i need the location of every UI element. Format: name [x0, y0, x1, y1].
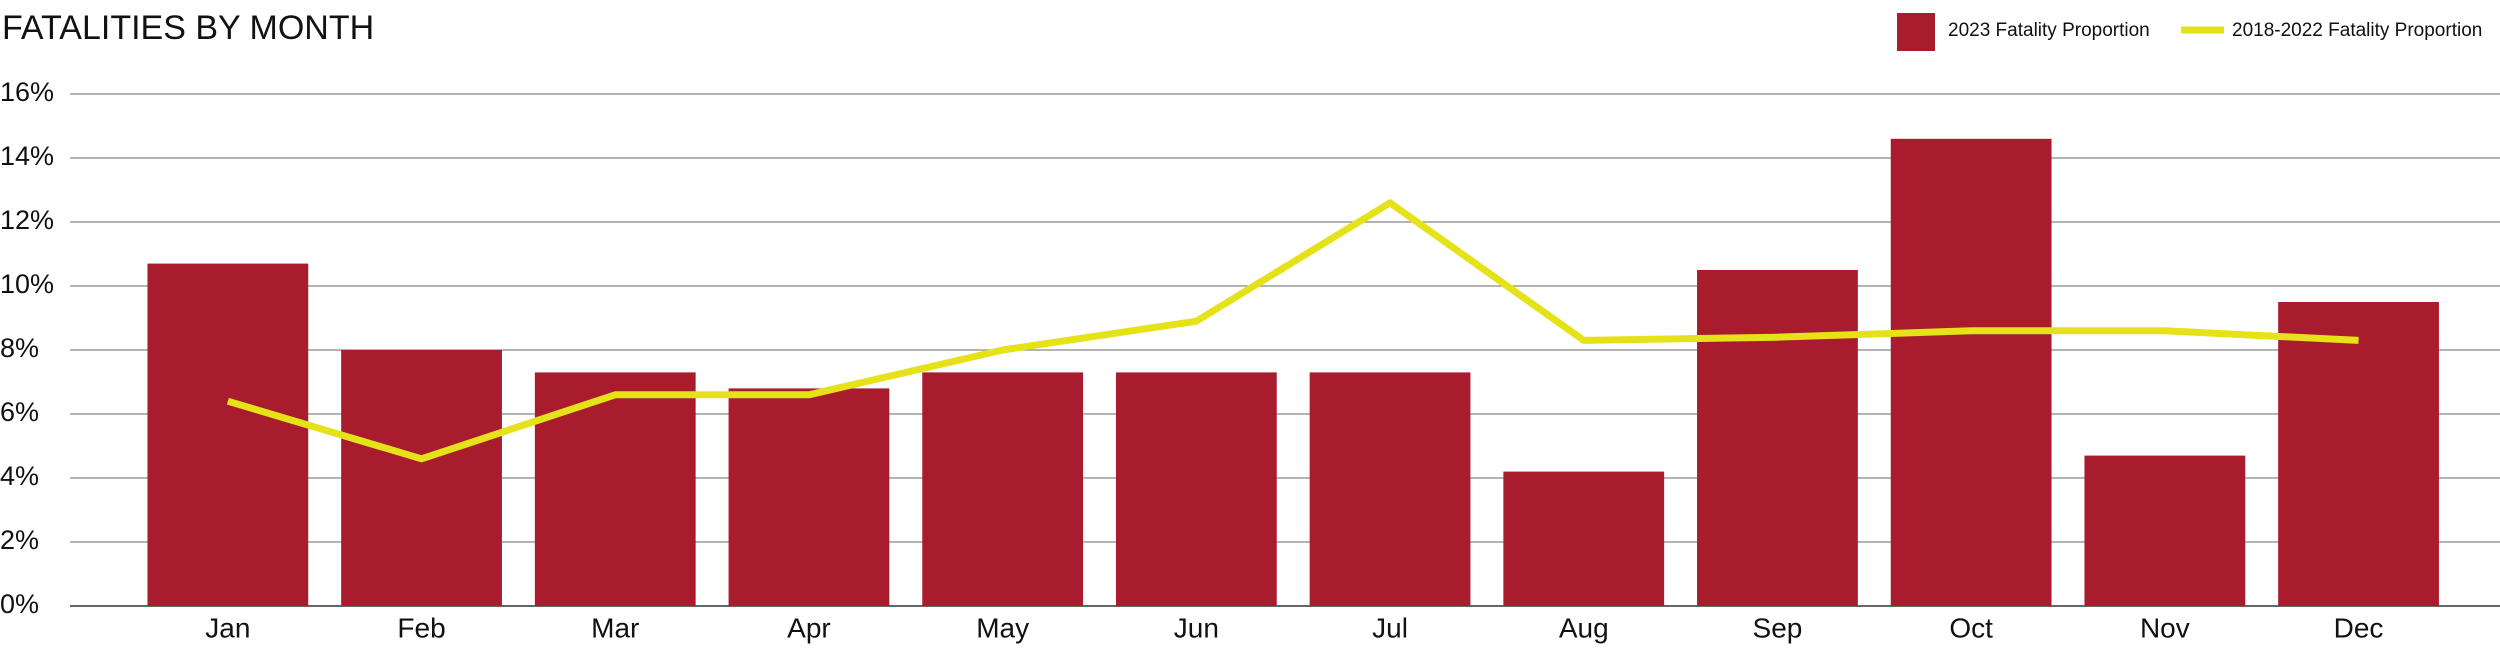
- bar: [728, 388, 890, 606]
- x-tick-label: Nov: [2140, 612, 2190, 643]
- x-tick-label: Jul: [1372, 612, 1408, 643]
- y-tick-label: 0%: [0, 589, 39, 619]
- line: [226, 199, 2359, 463]
- legend-label: 2018-2022 Fatality Proportion: [2232, 20, 2482, 41]
- x-tick-label: Feb: [397, 612, 445, 643]
- bar: [1115, 372, 1277, 606]
- chart-title: FATALITIES BY MONTH: [2, 9, 374, 47]
- x-tick-label: Oct: [1949, 612, 1993, 643]
- y-tick-label: 8%: [0, 333, 39, 363]
- legend-label: 2023 Fatality Proportion: [1948, 20, 2150, 41]
- x-tick-label: Sep: [1753, 612, 1803, 643]
- y-tick-label: 10%: [0, 269, 54, 299]
- x-tick-label: Mar: [591, 612, 639, 643]
- y-tick-label: 2%: [0, 525, 39, 555]
- y-tick-label: 6%: [0, 397, 39, 427]
- y-tick-label: 4%: [0, 461, 39, 491]
- x-tick-label: Jun: [1174, 612, 1219, 643]
- y-tick-label: 12%: [0, 205, 54, 235]
- bar: [922, 372, 1084, 606]
- bar: [1309, 372, 1471, 606]
- bar: [1503, 471, 1665, 606]
- x-tick-label: Apr: [787, 612, 831, 643]
- bar: [534, 372, 696, 606]
- x-tick-label: Jan: [205, 612, 250, 643]
- bar: [147, 263, 309, 606]
- legend-swatch: [1897, 13, 1935, 51]
- x-tick-label: May: [976, 612, 1029, 643]
- y-tick-label: 14%: [0, 141, 54, 171]
- bar: [1697, 270, 1858, 606]
- bar: [2278, 302, 2439, 606]
- y-tick-label: 16%: [0, 77, 54, 107]
- bar: [1890, 138, 2052, 607]
- x-tick-label: Dec: [2334, 612, 2384, 643]
- bar: [2084, 455, 2246, 606]
- x-tick-label: Aug: [1559, 612, 1609, 643]
- bar: [341, 350, 502, 606]
